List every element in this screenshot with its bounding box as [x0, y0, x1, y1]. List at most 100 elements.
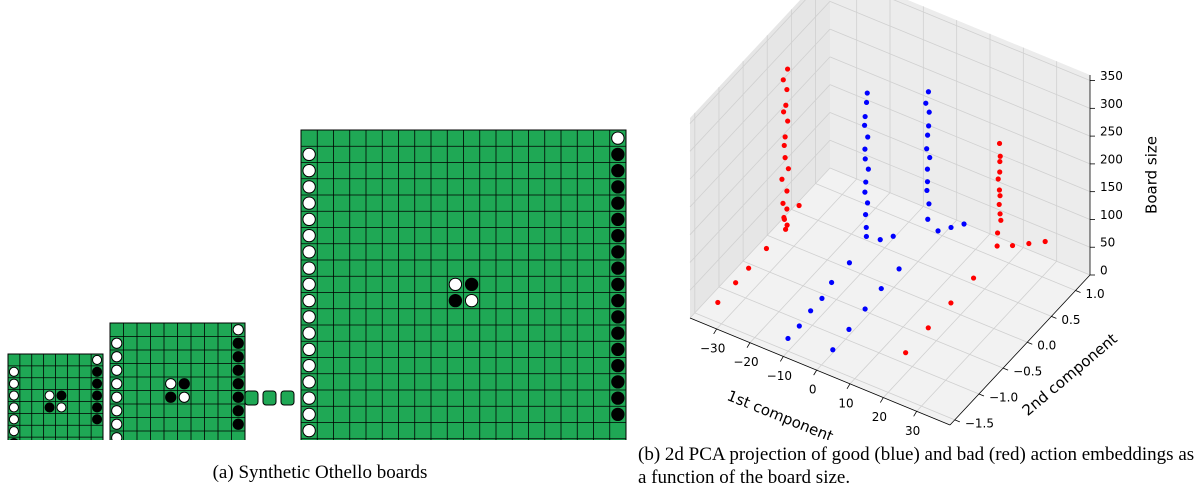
point [994, 230, 1001, 236]
black-disc [56, 390, 67, 401]
point [903, 350, 909, 356]
point [926, 201, 932, 207]
point [923, 100, 929, 106]
white-disc [302, 163, 316, 178]
white-disc [111, 391, 123, 403]
point [780, 77, 786, 83]
board [109, 322, 246, 440]
point [948, 300, 954, 306]
tick-mark [913, 411, 918, 417]
grid-line [742, 260, 1004, 369]
point [782, 155, 788, 161]
point [781, 142, 787, 149]
black-disc [611, 310, 625, 324]
black-disc [44, 402, 55, 413]
white-disc [302, 196, 316, 210]
x-axis-line [689, 317, 951, 426]
point [924, 187, 930, 194]
black-disc [611, 358, 625, 373]
y-tick-label: 1.0 [1086, 287, 1105, 301]
tick-mark [713, 328, 718, 335]
point [924, 132, 931, 138]
white-disc [165, 378, 177, 390]
white-disc [448, 277, 463, 292]
y-axis-line [949, 274, 1091, 426]
black-disc [611, 375, 625, 389]
point [829, 279, 835, 286]
point [780, 200, 786, 206]
point [862, 211, 869, 218]
tick-mark [1051, 316, 1057, 319]
y-tick-label: 0.0 [1037, 339, 1056, 353]
white-disc [302, 212, 316, 227]
grid-line [689, 112, 831, 263]
point [924, 166, 931, 172]
point [890, 233, 896, 239]
point [997, 153, 1003, 159]
black-disc [232, 337, 244, 349]
z-tick-label: 350 [1100, 69, 1123, 83]
black-disc [232, 405, 244, 417]
black-disc [611, 245, 625, 259]
point [733, 280, 739, 286]
point [779, 176, 785, 182]
point [865, 166, 871, 172]
grid-line [893, 0, 1091, 81]
black-disc [9, 438, 18, 440]
x-tick-label: 30 [905, 424, 920, 438]
point [865, 134, 871, 140]
point [961, 221, 967, 227]
z-tick-label: 150 [1100, 180, 1123, 194]
tick-mark [954, 419, 960, 423]
point [997, 158, 1003, 165]
white-disc [302, 277, 316, 292]
point [863, 179, 869, 185]
black-disc [611, 342, 625, 357]
tick-mark [1002, 367, 1009, 371]
z-tick-label: 100 [1100, 208, 1123, 222]
z-axis-label: Board size [1143, 136, 1161, 214]
white-disc [302, 261, 316, 275]
point [997, 169, 1003, 175]
point [784, 66, 791, 72]
point [780, 109, 787, 115]
point [830, 347, 836, 353]
ellipsis-square [262, 390, 277, 406]
point [808, 308, 814, 314]
grid-line [749, 192, 891, 343]
grid-line [689, 0, 806, 124]
black-disc [92, 390, 103, 401]
x-tick-label: 20 [872, 410, 887, 424]
point [862, 113, 868, 120]
point [862, 146, 868, 152]
tick-mark [879, 397, 884, 403]
white-disc [8, 366, 19, 377]
point [796, 202, 802, 209]
z-tick-label: 0 [1100, 264, 1108, 278]
point [784, 188, 790, 194]
point [877, 237, 883, 243]
board [7, 353, 104, 440]
white-disc [302, 358, 316, 373]
black-disc [92, 366, 103, 377]
black-disc [611, 196, 625, 210]
y-tick-label: −1.0 [989, 390, 1018, 404]
tick-mark [779, 356, 784, 362]
point [781, 216, 788, 222]
point [862, 189, 868, 195]
black-disc [611, 212, 625, 227]
z-tick-label: 300 [1100, 97, 1123, 111]
grid-line [689, 139, 831, 291]
point [796, 323, 802, 329]
grid-line [718, 286, 980, 395]
point [924, 179, 931, 185]
point [896, 266, 902, 272]
point [926, 123, 932, 129]
white-disc [611, 131, 625, 145]
point [996, 140, 1003, 147]
black-disc [611, 180, 625, 194]
y-tick-label: −1.5 [965, 416, 994, 430]
white-disc [111, 351, 123, 363]
black-disc [92, 402, 103, 413]
